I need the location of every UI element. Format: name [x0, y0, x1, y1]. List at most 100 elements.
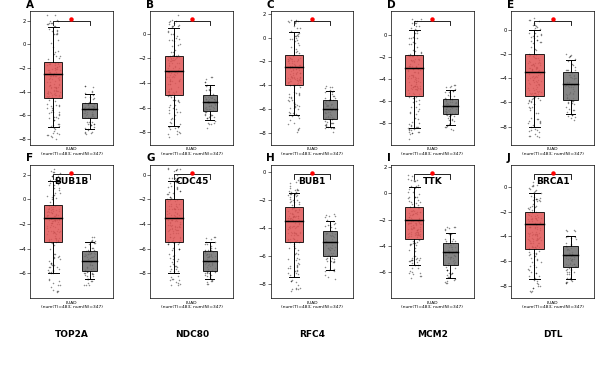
Point [86, 256, 95, 262]
Point [167, 225, 177, 231]
Point [447, 96, 457, 102]
Point [55, 266, 64, 272]
Point [210, 118, 220, 124]
Point [328, 91, 337, 97]
Bar [82, 104, 97, 118]
Point [404, 214, 413, 220]
Point [533, 68, 543, 74]
Point [80, 100, 89, 106]
Point [407, 74, 416, 81]
Point [320, 251, 329, 257]
Point [529, 61, 538, 67]
Bar [405, 55, 423, 96]
Point [410, 185, 420, 191]
Point [173, 166, 182, 172]
Point [290, 81, 299, 87]
Point [164, 175, 174, 181]
Point [444, 121, 454, 127]
Point [203, 100, 213, 106]
Point [565, 255, 575, 261]
Point [292, 236, 302, 243]
Point [535, 197, 544, 204]
Point [326, 238, 336, 244]
Point [407, 20, 417, 26]
Point [171, 230, 181, 236]
Point [81, 252, 91, 258]
Point [175, 109, 185, 115]
Point [526, 99, 536, 105]
Point [85, 261, 95, 267]
Point [168, 237, 178, 243]
Point [79, 107, 89, 113]
Point [568, 96, 578, 102]
Point [409, 59, 419, 65]
Point [564, 72, 574, 78]
Point [164, 69, 173, 75]
Point [45, 89, 55, 95]
Point [81, 282, 91, 288]
Point [52, 212, 61, 218]
Point [287, 286, 296, 292]
Point [530, 232, 540, 238]
Point [412, 35, 422, 41]
Point [445, 120, 455, 126]
Point [292, 214, 301, 220]
Point [441, 109, 451, 115]
Point [327, 236, 337, 242]
X-axis label: LUAD
(num(T)=483; num(N)=347): LUAD (num(T)=483; num(N)=347) [521, 147, 583, 156]
Point [320, 95, 330, 101]
Point [531, 196, 541, 202]
Point [327, 231, 337, 238]
Point [451, 100, 460, 106]
Point [443, 274, 453, 280]
Point [411, 94, 421, 100]
Point [204, 253, 214, 259]
Point [524, 84, 533, 91]
Point [407, 217, 417, 223]
Point [47, 261, 56, 267]
Point [49, 217, 58, 223]
Point [524, 237, 534, 243]
Point [89, 121, 98, 127]
Point [163, 185, 173, 191]
Point [286, 191, 295, 197]
Point [530, 225, 539, 231]
Point [568, 278, 577, 285]
Point [203, 94, 213, 100]
Point [407, 208, 417, 214]
Point [200, 261, 210, 267]
Point [326, 228, 335, 234]
Point [331, 276, 340, 282]
Point [527, 74, 537, 80]
Point [532, 235, 542, 241]
Point [284, 98, 294, 104]
Point [211, 97, 220, 103]
Point [171, 106, 181, 112]
Point [533, 214, 542, 220]
Point [170, 112, 180, 118]
Point [288, 213, 298, 219]
Point [54, 92, 64, 98]
Point [206, 95, 216, 101]
Point [566, 97, 575, 103]
Point [292, 129, 302, 135]
Point [530, 253, 540, 259]
Point [406, 127, 415, 133]
Point [532, 233, 541, 239]
Point [406, 183, 415, 189]
Point [167, 53, 177, 59]
Point [87, 89, 97, 96]
Point [527, 104, 536, 110]
Point [89, 104, 99, 110]
Point [409, 36, 419, 42]
Point [409, 47, 418, 53]
Point [166, 193, 175, 199]
Point [564, 91, 574, 97]
Point [529, 36, 539, 42]
Point [329, 125, 339, 131]
Point [43, 225, 52, 231]
Point [168, 52, 178, 58]
Point [209, 114, 219, 120]
Point [164, 203, 174, 209]
Point [171, 201, 181, 207]
